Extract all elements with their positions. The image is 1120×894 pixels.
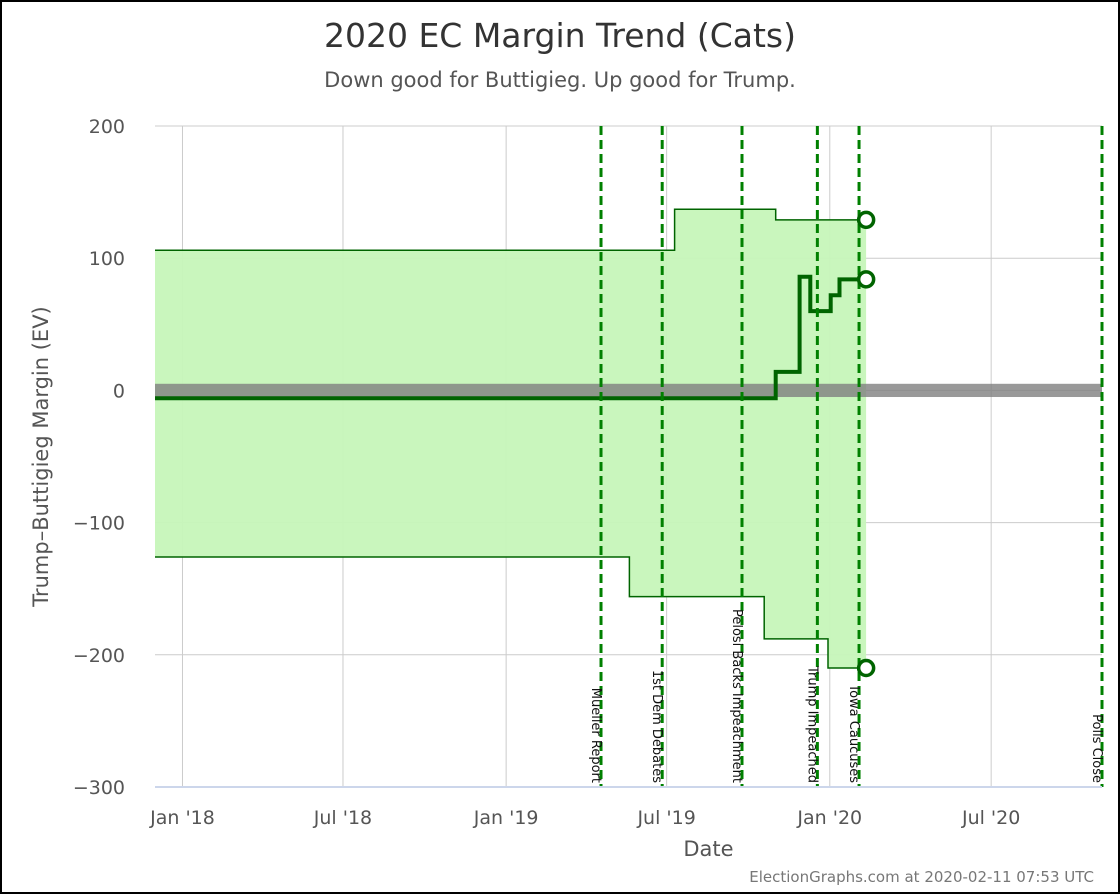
- y-tick-label: 100: [89, 248, 125, 270]
- y-tick-label: −300: [73, 777, 125, 799]
- tie-band: [155, 383, 1102, 398]
- event-label: Mueller Report: [588, 688, 603, 783]
- chart-subtitle: Down good for Buttigieg. Up good for Tru…: [324, 68, 796, 92]
- upper-series-line: [155, 208, 867, 252]
- x-tick-label: Jul '19: [636, 807, 695, 829]
- chart-credit: ElectionGraphs.com at 2020-02-11 07:53 U…: [749, 868, 1094, 886]
- y-tick-label: 200: [89, 116, 125, 138]
- event-label: Trump Impeached: [804, 665, 819, 783]
- endpoint-marker: [856, 210, 876, 230]
- event-label: Iowa Caucuses: [846, 686, 861, 783]
- x-tick-label: Jul '20: [961, 807, 1020, 829]
- endpoint-marker: [856, 270, 876, 289]
- x-tick-label: Jan '18: [149, 807, 215, 829]
- event-label: 1st Dem Debates: [649, 670, 664, 783]
- y-tick-label: 0: [113, 380, 125, 402]
- x-axis-title: Date: [683, 837, 733, 861]
- range-band: [155, 209, 867, 669]
- x-tick-label: Jan '20: [796, 807, 862, 829]
- event-label: Pelosi Backs Impeachment: [729, 609, 744, 783]
- x-tick-label: Jul '18: [313, 807, 372, 829]
- endpoint-marker: [856, 658, 876, 678]
- chart-title: 2020 EC Margin Trend (Cats): [323, 16, 796, 55]
- expected-series-line: [155, 274, 867, 401]
- y-axis-title: Trump–Buttigieg Margin (EV): [29, 306, 53, 608]
- x-tick-label: Jan '19: [473, 807, 539, 829]
- lower-series-line: [155, 556, 867, 669]
- y-tick-label: −100: [73, 513, 125, 535]
- event-label: Polls Close: [1089, 714, 1104, 783]
- y-tick-label: −200: [73, 645, 125, 667]
